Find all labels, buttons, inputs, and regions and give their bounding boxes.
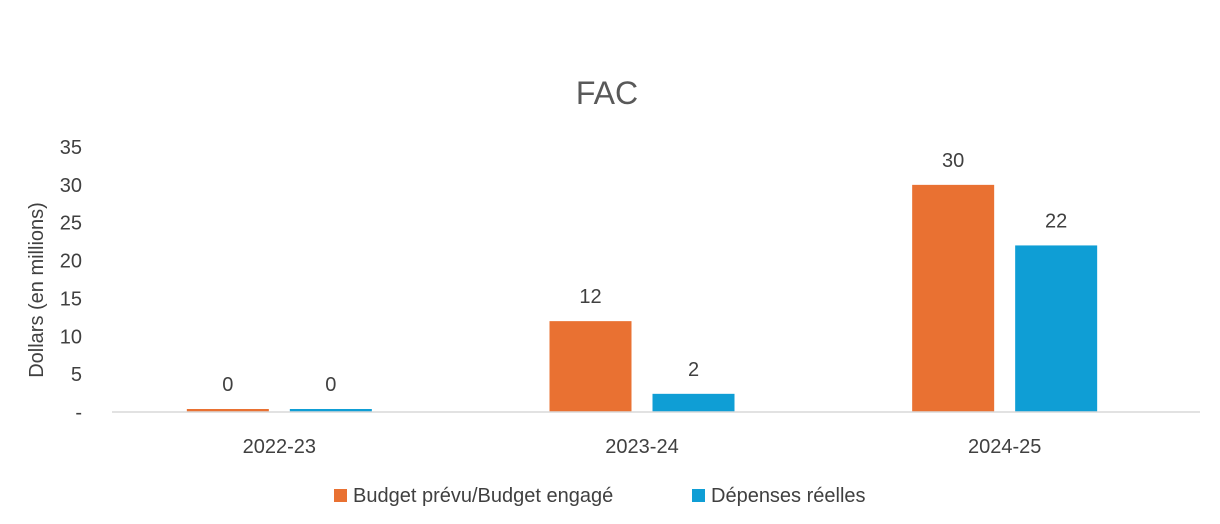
legend-swatch (692, 489, 705, 502)
y-axis-label: Dollars (en millions) (26, 202, 48, 378)
data-label: 12 (579, 286, 601, 308)
data-label: 2 (688, 359, 699, 381)
legend-swatch (334, 489, 347, 502)
bar-budget-2024-25 (912, 184, 995, 412)
y-tick-label: 35 (60, 137, 82, 159)
x-tick-label: 2024-25 (968, 436, 1041, 458)
bar-depenses-2023-24 (652, 393, 735, 412)
bar-budget-2023-24 (549, 321, 632, 412)
y-tick-label: 10 (60, 326, 82, 348)
y-axis-ticks: - 5 10 15 20 25 30 35 (60, 137, 82, 424)
bars (186, 184, 1098, 412)
y-tick-label: 20 (60, 251, 82, 273)
bar-depenses-2022-23 (289, 409, 372, 412)
y-tick-label: 15 (60, 288, 82, 310)
data-label: 0 (325, 374, 336, 396)
x-tick-label: 2023-24 (605, 436, 678, 458)
data-label: 22 (1045, 210, 1067, 232)
data-labels: 0 0 12 2 30 22 (222, 150, 1067, 396)
legend-label: Budget prévu/Budget engagé (353, 485, 613, 507)
y-tick-label: 5 (71, 364, 82, 386)
bar-depenses-2024-25 (1015, 245, 1098, 412)
legend: Budget prévu/Budget engagé Dépenses réell… (334, 485, 866, 507)
x-axis-ticks: 2022-23 2023-24 2024-25 (243, 436, 1042, 458)
y-tick-label: 30 (60, 175, 82, 197)
y-tick-label: 25 (60, 213, 82, 235)
legend-label: Dépenses réelles (711, 485, 866, 507)
data-label: 30 (942, 150, 964, 172)
chart-title: FAC (576, 75, 638, 111)
x-tick-label: 2022-23 (243, 436, 316, 458)
data-label: 0 (222, 374, 233, 396)
y-tick-label: - (75, 402, 82, 424)
bar-budget-2022-23 (186, 409, 269, 412)
